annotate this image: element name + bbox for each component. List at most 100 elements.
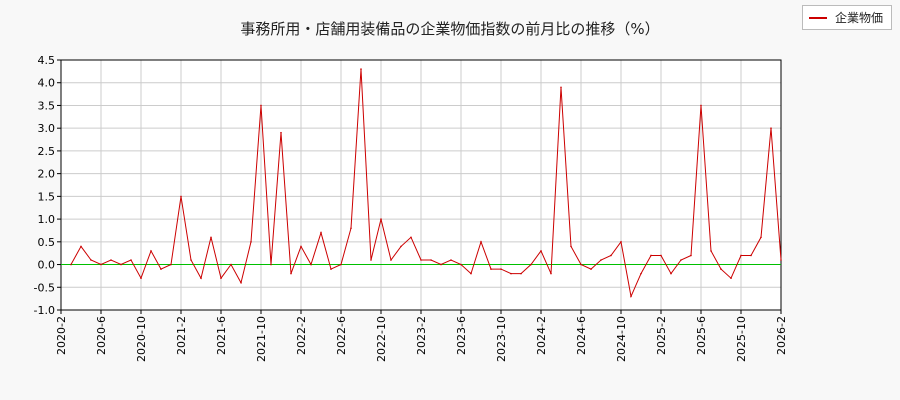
data-point (670, 272, 672, 275)
data-point (370, 259, 372, 261)
legend-label: 企業物価 (834, 11, 883, 25)
y-tick-label: 0.5 (38, 236, 56, 249)
data-point (420, 259, 422, 261)
data-point (190, 259, 192, 261)
x-tick-label: 2022-2 (295, 316, 308, 355)
data-point (410, 236, 412, 239)
data-point (520, 272, 522, 275)
data-point (220, 277, 222, 279)
data-point (490, 268, 492, 270)
data-point (250, 241, 252, 243)
data-point (390, 259, 392, 261)
y-tick-label: 1.5 (38, 190, 56, 203)
x-tick-label: 2020-10 (135, 316, 148, 362)
data-point (240, 281, 242, 284)
data-point (510, 272, 512, 275)
data-point (470, 272, 472, 275)
x-tick-label: 2020-6 (95, 316, 108, 355)
data-point (740, 254, 742, 257)
data-point (710, 250, 712, 252)
x-tick-label: 2024-2 (535, 316, 548, 355)
data-point (610, 254, 612, 257)
data-point (630, 295, 632, 298)
data-point (620, 241, 622, 243)
x-tick-label: 2021-6 (215, 316, 228, 355)
data-point (100, 263, 102, 266)
data-point (280, 131, 282, 134)
data-point (680, 259, 682, 261)
data-point (330, 268, 332, 270)
data-point (320, 231, 322, 234)
data-point (570, 245, 572, 248)
x-tick-label: 2022-10 (375, 316, 388, 362)
data-point (530, 263, 532, 266)
y-tick-label: 0.0 (38, 259, 56, 272)
plot-frame (60, 59, 782, 311)
data-point (640, 272, 642, 275)
series-layer (61, 68, 782, 299)
data-point (550, 272, 552, 275)
x-tick-label: 2021-2 (175, 316, 188, 355)
data-point (350, 227, 352, 229)
axes: -1.0 -0.5 0.0 0.5 1.0 1.5 2.0 2.5 3.0 3.5 4.0 4.5 20… (34, 54, 788, 362)
data-point (110, 259, 112, 261)
chart-title: 事務所用・店舗用装備品の企業物価指数の前月比の推移（%） (240, 20, 660, 38)
data-point (560, 86, 562, 89)
data-point (210, 236, 212, 239)
y-tick-label: 3.0 (38, 122, 56, 135)
data-point (380, 218, 382, 220)
data-point (600, 259, 602, 261)
data-point (460, 263, 462, 266)
data-point (580, 263, 582, 266)
data-point (590, 268, 592, 270)
x-tick-label: 2023-10 (495, 316, 508, 362)
data-point (200, 277, 202, 279)
data-point (130, 259, 132, 261)
data-point (150, 250, 152, 252)
x-tick-label: 2025-2 (655, 316, 668, 355)
y-tick-label: 4.0 (38, 77, 56, 90)
data-point (700, 104, 702, 107)
data-point (720, 268, 722, 270)
data-point (170, 263, 172, 266)
data-point (430, 259, 432, 261)
data-point (660, 254, 662, 257)
legend-swatch (808, 16, 827, 19)
data-point (750, 254, 752, 257)
data-point (500, 268, 502, 270)
y-tick-label: 2.0 (38, 168, 56, 181)
x-tick-label: 2024-6 (575, 316, 588, 355)
data-point (70, 263, 72, 266)
data-point (230, 263, 232, 266)
x-tick-label: 2025-10 (735, 316, 748, 362)
x-tick-label: 2026-2 (775, 316, 788, 355)
y-tick-label: 2.5 (38, 145, 56, 158)
y-tick-label: 3.5 (38, 99, 56, 112)
data-point (480, 241, 482, 243)
data-point (400, 245, 402, 248)
data-point (760, 236, 762, 239)
data-point (90, 259, 92, 261)
y-tick-label: -0.5 (34, 281, 55, 294)
data-point (730, 277, 732, 279)
legend: 企業物価 (801, 5, 892, 30)
data-point (770, 127, 772, 129)
data-point (80, 245, 82, 248)
x-tick-label: 2022-6 (335, 316, 348, 355)
data-point (340, 263, 342, 266)
y-tick-label: 4.5 (38, 54, 56, 67)
data-point (690, 254, 692, 257)
data-point (360, 68, 362, 70)
data-point (310, 263, 312, 266)
x-tick-label: 2020-2 (55, 316, 68, 355)
data-point (180, 195, 182, 198)
y-tick-label: 1.0 (38, 213, 56, 226)
x-tick-label: 2024-10 (615, 316, 628, 362)
data-point (440, 263, 442, 266)
data-point (780, 259, 782, 261)
x-tick-label: 2025-6 (695, 316, 708, 355)
x-tick-label: 2023-6 (455, 316, 468, 355)
series-line (70, 69, 782, 299)
